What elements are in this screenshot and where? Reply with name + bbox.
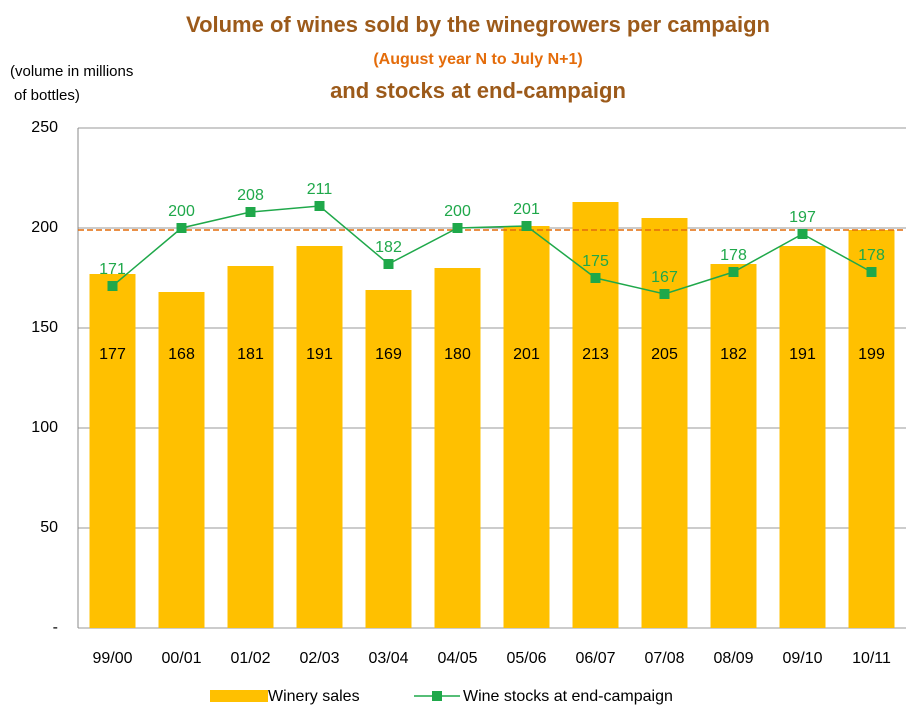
bar-value-label: 169 [375, 346, 402, 363]
line-marker [521, 221, 532, 231]
y-axis-label: (volume in millions [10, 63, 133, 80]
bar [158, 292, 205, 628]
x-tick-label: 00/01 [161, 650, 201, 667]
line-marker [728, 267, 739, 277]
bar [434, 268, 481, 628]
line-marker [590, 273, 601, 283]
y-tick-label: 100 [31, 419, 58, 436]
bar [503, 226, 550, 628]
x-tick-label: 10/11 [852, 650, 891, 667]
x-tick-label: 01/02 [230, 650, 270, 667]
chart-title-line2: and stocks at end-campaign [330, 78, 626, 103]
x-tick-label: 06/07 [575, 650, 615, 667]
line-value-label: 175 [582, 253, 609, 270]
x-tick-label: 09/10 [782, 650, 822, 667]
x-tick-label: 08/09 [713, 650, 753, 667]
bar-value-label: 168 [168, 346, 195, 363]
bar [89, 274, 136, 628]
bar-value-label: 180 [444, 346, 471, 363]
line-value-label: 197 [789, 209, 816, 226]
line-value-label: 200 [444, 203, 471, 220]
line-value-label: 201 [513, 201, 540, 218]
line-marker [659, 289, 670, 299]
y-tick-label: 50 [40, 519, 58, 536]
line-value-label: 208 [237, 187, 264, 204]
legend-label: Winery sales [268, 688, 360, 705]
bar-value-label: 213 [582, 346, 609, 363]
line-marker [314, 201, 325, 211]
bar [641, 218, 688, 628]
y-axis-label: of bottles) [14, 87, 80, 104]
bar [779, 246, 826, 628]
line-series [112, 205, 872, 295]
line-marker [383, 259, 394, 269]
x-tick-label: 07/08 [644, 650, 684, 667]
bar-value-label: 191 [306, 346, 333, 363]
x-tick-label: 03/04 [368, 650, 408, 667]
bar [296, 246, 343, 628]
chart-subtitle: (August year N to July N+1) [373, 51, 582, 68]
line-value-label: 200 [168, 203, 195, 220]
bar-value-label: 191 [789, 346, 816, 363]
bar [227, 266, 274, 628]
bar-value-label: 177 [99, 346, 126, 363]
line-marker [245, 207, 256, 217]
line-value-label: 178 [720, 247, 747, 264]
line-marker [866, 267, 877, 277]
chart-title: Volume of wines sold by the winegrowers … [186, 12, 770, 37]
bar-value-label: 199 [858, 346, 885, 363]
legend-label: Wine stocks at end-campaign [463, 688, 673, 705]
legend-swatch [210, 690, 268, 702]
bar-value-label: 201 [513, 346, 540, 363]
bar-value-label: 181 [237, 346, 264, 363]
line-value-label: 182 [375, 239, 402, 256]
bar-value-label: 182 [720, 346, 747, 363]
bar [848, 230, 895, 628]
line-marker [107, 281, 118, 291]
bar [710, 264, 757, 628]
x-tick-label: 05/06 [506, 650, 546, 667]
y-tick-label: - [53, 619, 58, 636]
line-marker [176, 223, 187, 233]
line-value-label: 178 [858, 247, 885, 264]
y-tick-label: 150 [31, 319, 58, 336]
x-tick-label: 02/03 [299, 650, 339, 667]
x-tick-label: 99/00 [92, 650, 132, 667]
line-marker [797, 229, 808, 239]
line-value-label: 211 [307, 181, 333, 198]
legend-swatch [432, 691, 442, 701]
y-tick-label: 200 [31, 219, 58, 236]
line-marker [452, 223, 463, 233]
line-value-label: 167 [651, 269, 678, 286]
line-value-label: 171 [99, 261, 126, 278]
bar-value-label: 205 [651, 346, 678, 363]
bar [365, 290, 412, 628]
y-tick-label: 250 [31, 119, 58, 136]
x-tick-label: 04/05 [437, 650, 477, 667]
